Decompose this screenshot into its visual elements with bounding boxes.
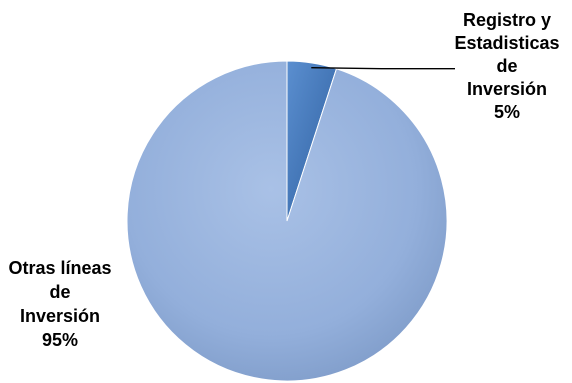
pie-label-0: Registro y Estadisticas de Inversión 5% bbox=[454, 10, 559, 122]
pie-leader-lines bbox=[311, 67, 455, 70]
pie-value-label-0: 5% bbox=[494, 102, 520, 122]
pie-label-1: Otras líneas de Inversión 95% bbox=[8, 258, 111, 350]
pie-category-label-0-line-0: Registro y bbox=[463, 10, 551, 30]
pie-category-label-0-line-2: de bbox=[496, 56, 517, 76]
pie-slice-1 bbox=[126, 60, 448, 382]
pie-category-label-1-line-1: de bbox=[49, 282, 70, 302]
pie-category-label-0-line-1: Estadisticas bbox=[454, 33, 559, 53]
pie-category-label-1-line-2: Inversión bbox=[20, 306, 100, 326]
pie-category-label-0-line-3: Inversión bbox=[467, 79, 547, 99]
pie-value-label-1: 95% bbox=[42, 330, 78, 350]
pie-category-label-1-line-0: Otras líneas bbox=[8, 258, 111, 278]
pie-leader-line-0 bbox=[311, 67, 455, 70]
pie-labels: Registro y Estadisticas de Inversión 5% Otras… bbox=[8, 10, 559, 350]
pie-slices bbox=[126, 60, 448, 382]
